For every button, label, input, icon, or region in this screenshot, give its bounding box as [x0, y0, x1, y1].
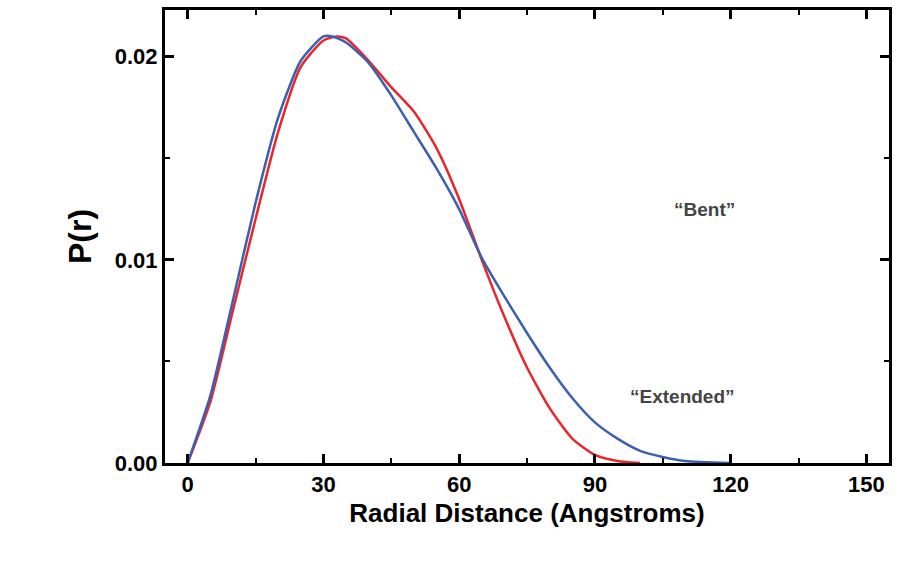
svg-text:0.02: 0.02 [115, 44, 158, 69]
svg-text:90: 90 [583, 472, 607, 497]
svg-text:150: 150 [848, 472, 885, 497]
svg-text:“Bent”: “Bent” [674, 199, 735, 220]
svg-text:60: 60 [447, 472, 471, 497]
svg-text:P(r): P(r) [62, 209, 98, 264]
svg-text:0.01: 0.01 [115, 248, 158, 273]
svg-text:0.00: 0.00 [115, 451, 158, 476]
svg-text:Radial Distance (Angstroms): Radial Distance (Angstroms) [349, 498, 704, 528]
svg-text:30: 30 [311, 472, 335, 497]
svg-text:“Extended”: “Extended” [630, 386, 735, 407]
svg-text:120: 120 [712, 472, 749, 497]
svg-text:0: 0 [182, 472, 194, 497]
